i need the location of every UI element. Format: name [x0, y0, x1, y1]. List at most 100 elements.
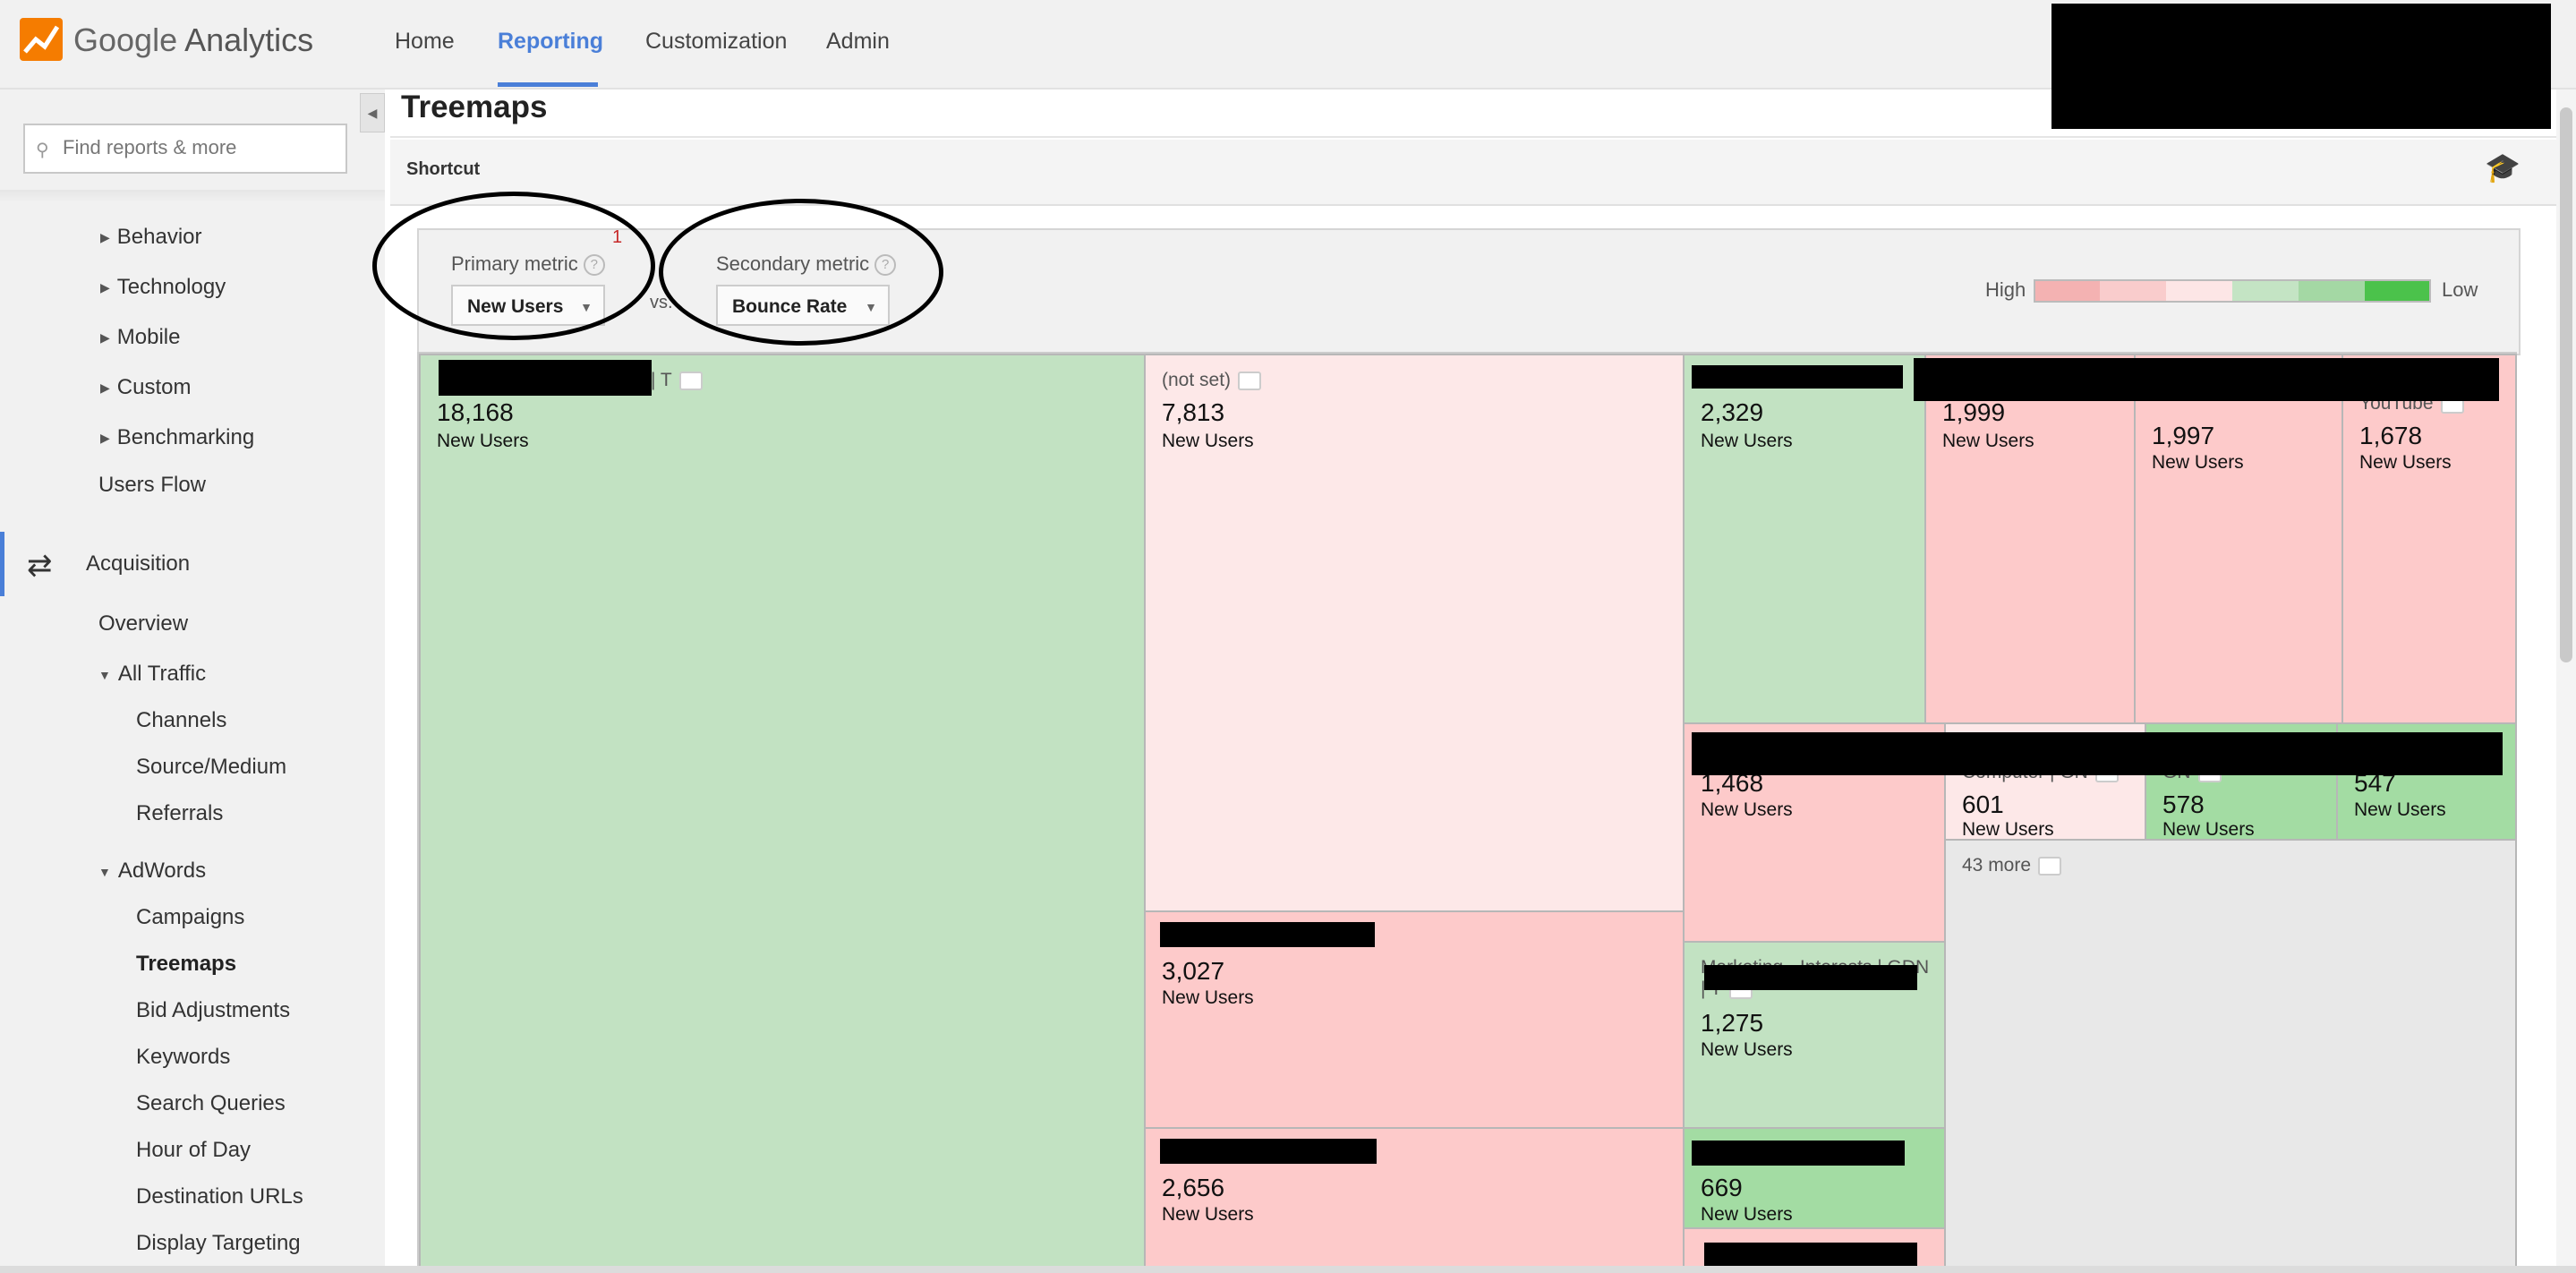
search-input[interactable]: [23, 124, 347, 174]
sidebar-item-source-medium[interactable]: Source/Medium: [136, 755, 287, 779]
tile-unit: New Users: [1701, 431, 1793, 451]
sidebar-item-benchmarking[interactable]: ▶ Benchmarking: [100, 425, 254, 450]
legend-swatch: [2034, 279, 2100, 303]
sidebar-item-label: Technology: [116, 275, 226, 299]
sidebar: [0, 90, 385, 1273]
redacted-label: [1692, 732, 2503, 775]
tile-unit: New Users: [1942, 431, 2034, 451]
tile-unit: New Users: [1162, 1204, 1254, 1225]
tile-name: (not set): [1162, 370, 1262, 391]
tile-unit: New Users: [1701, 1039, 1793, 1060]
tile-value: 3,027: [1162, 957, 1225, 985]
collapse-arrow-icon: ▼: [98, 667, 111, 682]
sidebar-item-hour-of-day[interactable]: Hour of Day: [136, 1138, 252, 1162]
redacted-label: [1692, 1141, 1905, 1166]
sidebar-item-campaigns[interactable]: Campaigns: [136, 905, 245, 929]
sidebar-item-overview[interactable]: Overview: [98, 611, 189, 636]
sidebar-item-search-queries[interactable]: Search Queries: [136, 1091, 286, 1115]
redacted-label: [1160, 1139, 1377, 1164]
sidebar-item-all-traffic[interactable]: ▼ All Traffic: [98, 662, 206, 687]
collapse-arrow-icon: ▼: [98, 864, 111, 879]
sidebar-item-label: AdWords: [117, 859, 207, 883]
sidebar-item-keywords[interactable]: Keywords: [136, 1045, 231, 1069]
shortcut-button[interactable]: Shortcut: [406, 159, 481, 179]
redacted-label: [1704, 1243, 1917, 1268]
legend-swatch: [2166, 279, 2232, 303]
search-icon: ⚲: [36, 141, 49, 160]
redacted-label: [1692, 365, 1903, 389]
tile-unit: New Users: [1162, 987, 1254, 1008]
horizontal-scrollbar[interactable]: [0, 1266, 2576, 1273]
brand-product: Analytics: [184, 21, 314, 58]
graduation-cap-icon[interactable]: 🎓: [2485, 151, 2521, 184]
treemap-tile[interactable]: N | T 18,168 New Users: [419, 354, 1146, 1273]
nav-customization[interactable]: Customization: [645, 29, 788, 54]
secondary-metric-annotation-circle: [659, 199, 943, 346]
comment-icon[interactable]: [2038, 856, 2062, 876]
tile-unit: New Users: [2162, 819, 2255, 840]
nav-reporting[interactable]: Reporting: [498, 29, 604, 54]
sidebar-item-users-flow[interactable]: Users Flow: [98, 473, 207, 497]
treemap-tile[interactable]: YouTube 1,678 New Users: [2341, 354, 2517, 724]
expand-arrow-icon: ▶: [100, 380, 110, 396]
tile-unit: New Users: [437, 431, 529, 451]
acquisition-icon: ⇄: [27, 549, 53, 583]
sidebar-item-treemaps[interactable]: Treemaps: [136, 952, 237, 976]
sidebar-item-label: Mobile: [116, 325, 181, 349]
redacted-label: [439, 360, 652, 396]
scrollbar-thumb[interactable]: [2560, 107, 2572, 662]
sidebar-item-channels[interactable]: Channels: [136, 708, 227, 732]
tile-value: 7,813: [1162, 398, 1225, 426]
search-placeholder: Find reports & more: [63, 136, 237, 158]
sidebar-item-technology[interactable]: ▶ Technology: [100, 275, 226, 300]
redacted-label: [1160, 922, 1375, 947]
treemap-tile[interactable]: 1,997 New Users: [2134, 354, 2343, 724]
expand-arrow-icon: ▶: [100, 431, 110, 446]
sidebar-item-label: Custom: [116, 375, 192, 399]
tile-value: 669: [1701, 1174, 1743, 1201]
tile-unit: New Users: [1701, 799, 1793, 820]
tile-name-text: (not set): [1162, 370, 1232, 390]
nav-admin[interactable]: Admin: [826, 29, 890, 54]
tile-value: 1,275: [1701, 1009, 1764, 1037]
comment-icon[interactable]: [1238, 371, 1262, 390]
sidebar-item-mobile[interactable]: ▶ Mobile: [100, 325, 180, 350]
collapse-sidebar-button[interactable]: ◀: [360, 93, 385, 132]
legend-low-label: Low: [2442, 278, 2478, 301]
primary-metric-annotation-circle: [372, 192, 655, 340]
sidebar-item-behavior[interactable]: ▶ Behavior: [100, 225, 202, 250]
nav-home[interactable]: Home: [395, 29, 455, 54]
treemap-tile[interactable]: (not set) 7,813 New Users: [1144, 354, 1685, 912]
sidebar-section-acquisition[interactable]: Acquisition: [86, 551, 191, 576]
tile-value: 1,678: [2359, 422, 2423, 449]
nav-active-indicator: [498, 82, 598, 87]
tile-unit: New Users: [1162, 431, 1254, 451]
active-section-indicator: [0, 532, 4, 596]
sidebar-item-display-targeting[interactable]: Display Targeting: [136, 1231, 301, 1255]
expand-arrow-icon: ▶: [100, 230, 110, 245]
treemap-tile[interactable]: 1,999 New Users: [1924, 354, 2136, 724]
tile-name-text: 43 more: [1962, 855, 2032, 876]
app-logo[interactable]: Google Analytics: [73, 21, 313, 59]
sidebar-item-destination-urls[interactable]: Destination URLs: [136, 1184, 303, 1209]
sidebar-item-adwords[interactable]: ▼ AdWords: [98, 859, 206, 884]
brand-google: Google: [73, 21, 178, 58]
treemap-tile[interactable]: 2,329 New Users: [1683, 354, 1926, 724]
more-tiles-label: 43 more: [1962, 855, 2062, 876]
tile-value: 2,656: [1162, 1174, 1225, 1201]
redacted-label: [1704, 965, 1917, 990]
sidebar-item-referrals[interactable]: Referrals: [136, 801, 224, 825]
legend-frame: [2034, 279, 2431, 303]
tile-unit: New Users: [1701, 1204, 1793, 1225]
redacted-label: [1914, 358, 2499, 401]
redacted-account-area: [2051, 4, 2551, 129]
sidebar-item-custom[interactable]: ▶ Custom: [100, 375, 191, 400]
shortcut-bar: [390, 140, 2563, 206]
tile-value: 601: [1962, 790, 2004, 818]
comment-icon[interactable]: [678, 371, 703, 390]
sidebar-item-bid-adjustments[interactable]: Bid Adjustments: [136, 998, 291, 1022]
tile-value: 18,168: [437, 398, 514, 426]
tile-value: 1,999: [1942, 398, 2006, 426]
treemap-tile-more[interactable]: 43 more: [1944, 839, 2517, 1273]
legend-swatch: [2365, 279, 2431, 303]
